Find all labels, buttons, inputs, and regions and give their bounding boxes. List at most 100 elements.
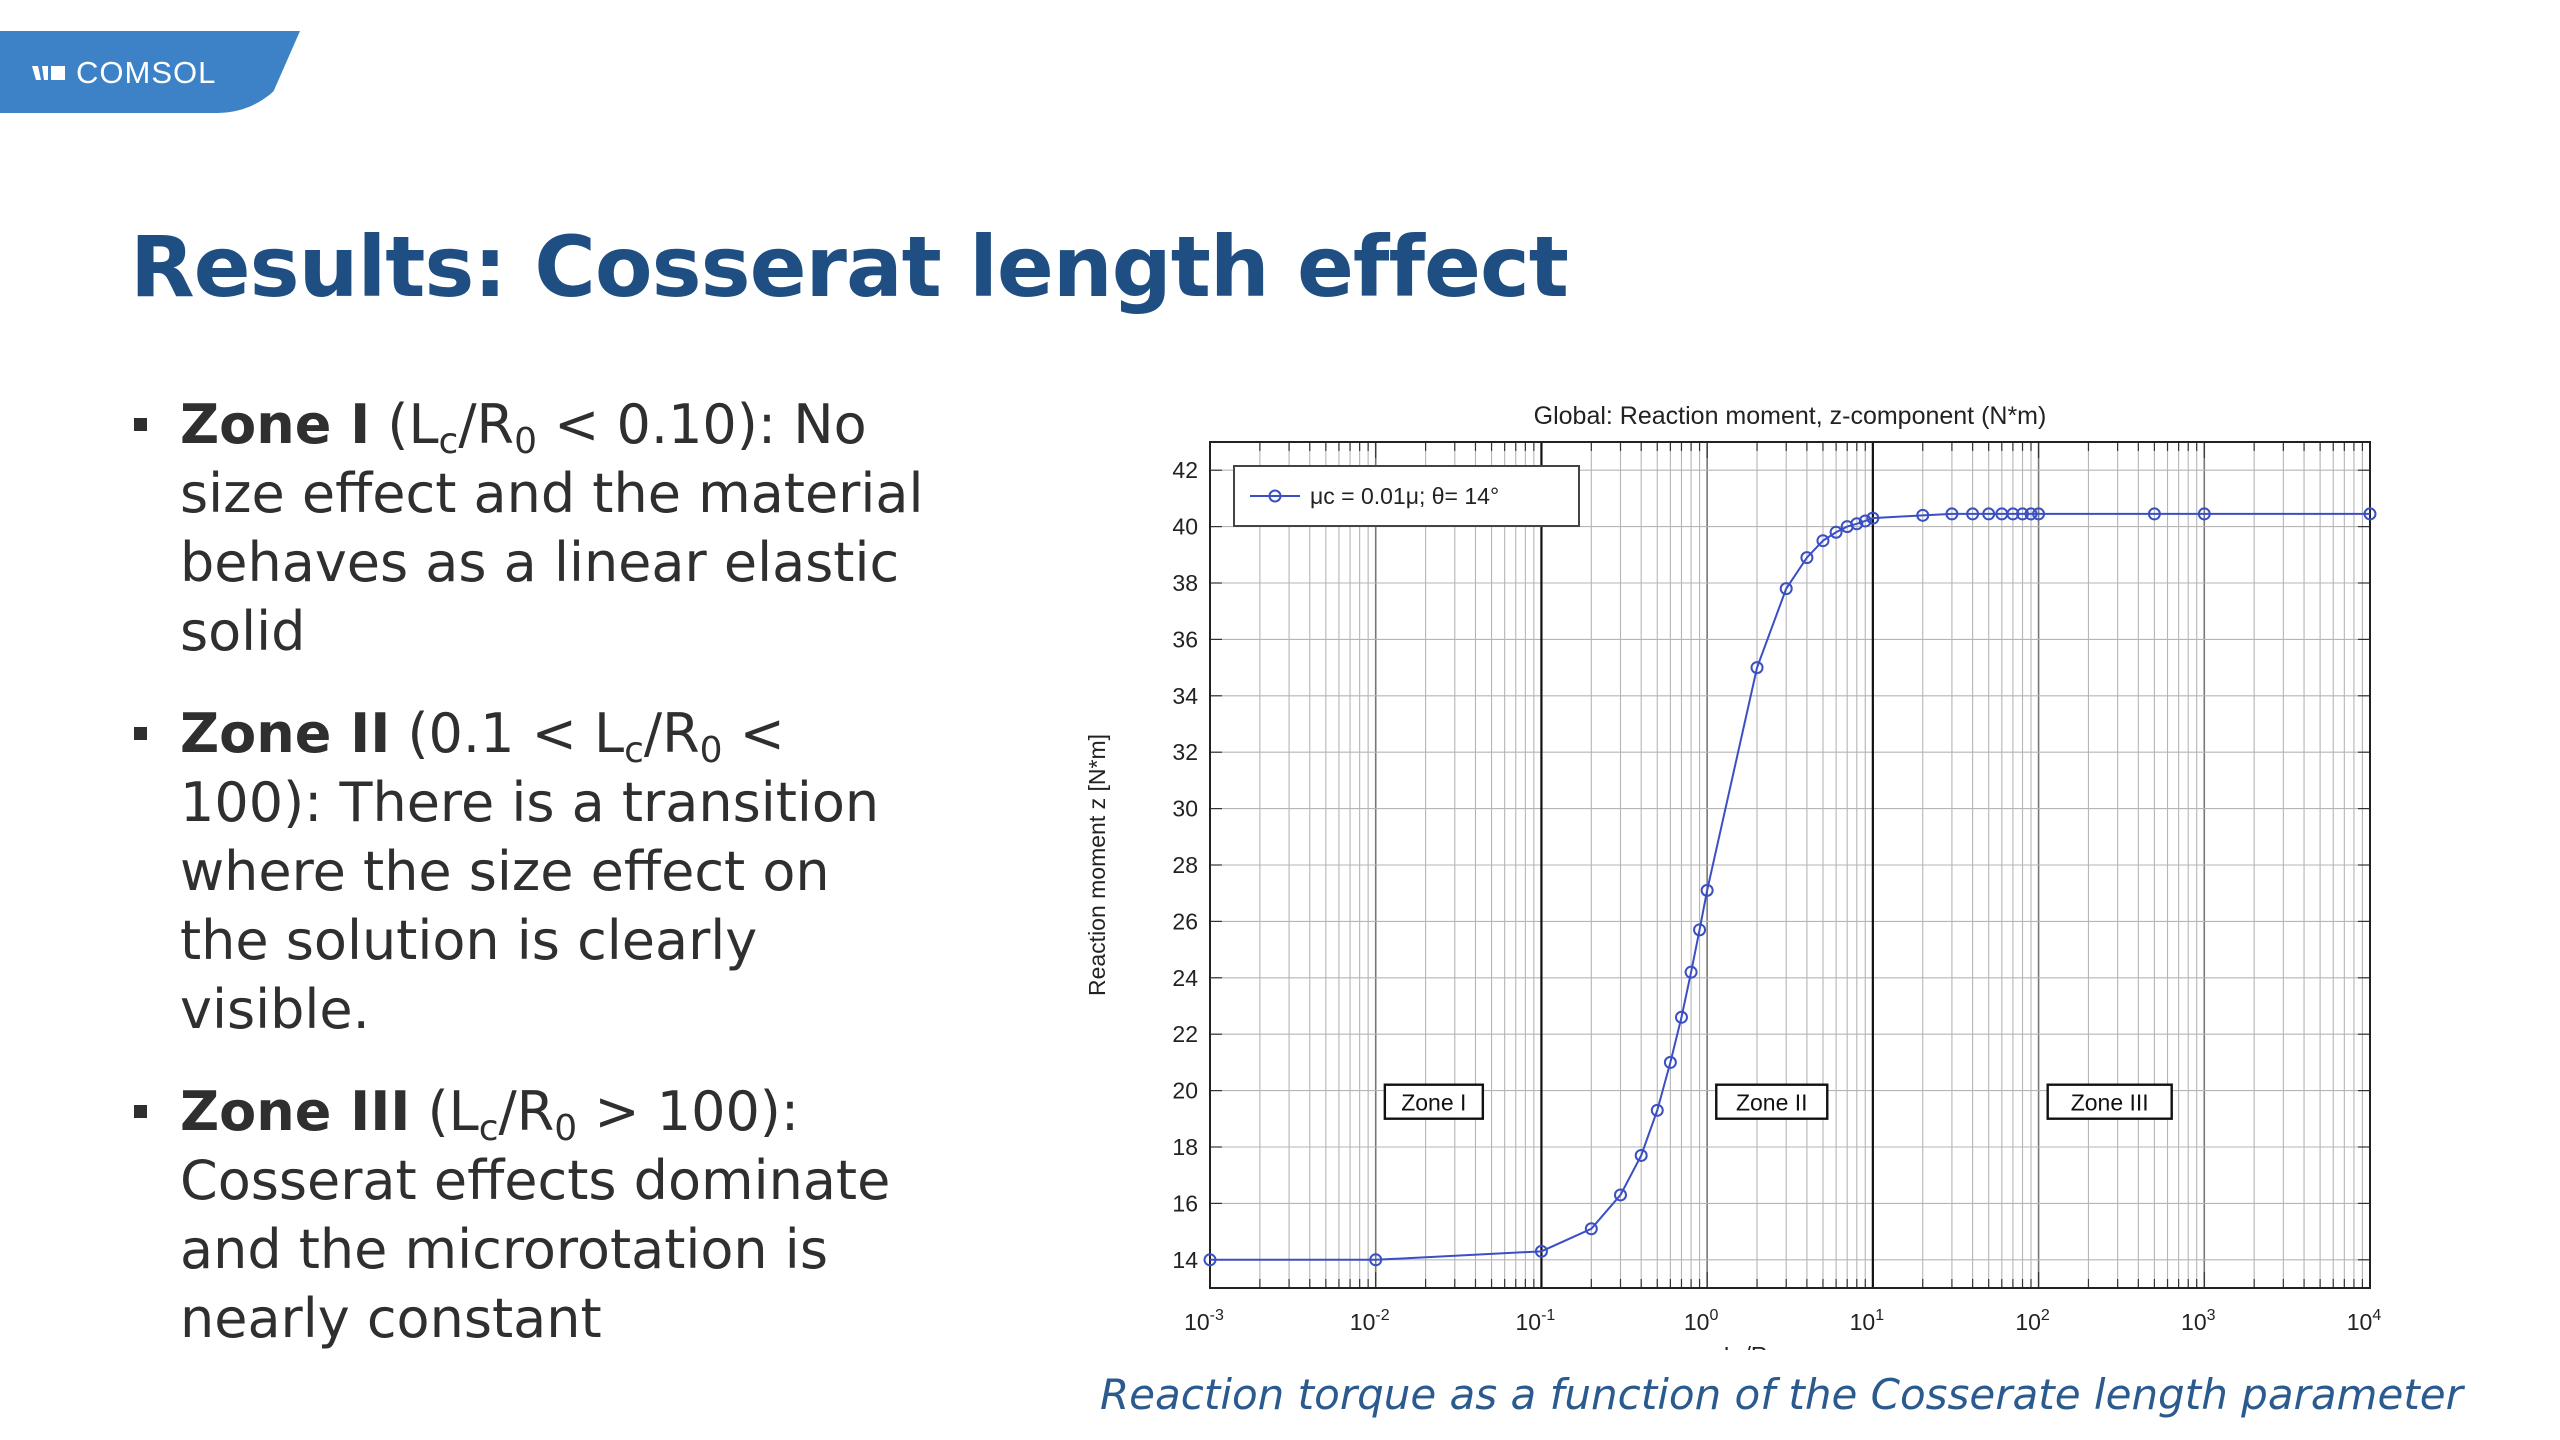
zone-label-text: Zone II bbox=[1736, 1090, 1808, 1116]
data-point bbox=[2006, 507, 2020, 521]
data-point bbox=[1693, 923, 1707, 937]
slide-title: Results: Cosserat length effect bbox=[130, 218, 1569, 316]
bullet-math-mid: /R bbox=[498, 1080, 555, 1143]
data-point bbox=[1945, 507, 1959, 521]
zone-label-box: Zone III bbox=[2046, 1083, 2173, 1120]
y-tick-label: 18 bbox=[1172, 1134, 1198, 1160]
chart-container: 14 16 18 20 22 24 26 28 30 32 34 36 38 40 42 10-3 10-2 10… bbox=[1060, 390, 2400, 1350]
bullet-sub: 0 bbox=[554, 1108, 578, 1149]
x-tick-label: 102 bbox=[2015, 1307, 2050, 1335]
bullet-math: (L bbox=[387, 393, 439, 456]
data-point bbox=[1982, 507, 1996, 521]
data-point bbox=[1663, 1055, 1677, 1069]
data-point bbox=[1203, 1253, 1217, 1267]
bullet-zone-2: Zone II (0.1 < Lc/R0 < 100): There is a … bbox=[130, 699, 930, 1044]
bullet-sub: 0 bbox=[699, 730, 723, 771]
bullet-sub: 0 bbox=[514, 421, 537, 462]
data-point bbox=[1634, 1148, 1648, 1162]
bullet-list: Zone I (Lc/R0 < 0.10): No size effect an… bbox=[130, 390, 930, 1386]
y-tick-label: 16 bbox=[1172, 1190, 1198, 1216]
x-tick-label: 10-2 bbox=[1350, 1307, 1390, 1335]
data-point bbox=[1674, 1010, 1688, 1024]
bullet-sub: c bbox=[624, 730, 644, 771]
data-point bbox=[1700, 883, 1714, 897]
y-tick-label: 40 bbox=[1172, 514, 1198, 540]
x-tick-label: 101 bbox=[1850, 1307, 1885, 1335]
bullet-math: (L bbox=[427, 1080, 479, 1143]
y-tick-label: 24 bbox=[1172, 965, 1198, 991]
y-tick-label: 30 bbox=[1172, 796, 1198, 822]
legend: μc = 0.01μ; θ= 14° bbox=[1233, 465, 1580, 527]
y-tick-label: 34 bbox=[1172, 683, 1198, 709]
y-tick-label: 22 bbox=[1172, 1021, 1198, 1047]
bullet-zone-3: Zone III (Lc/R0 > 100): Cosserat effects… bbox=[130, 1077, 930, 1353]
data-point bbox=[1779, 582, 1793, 596]
zone-label-frame bbox=[2046, 1083, 2173, 1120]
bullet-lead: Zone III bbox=[180, 1080, 411, 1143]
data-point bbox=[2016, 507, 2030, 521]
zone-label-box: Zone I bbox=[1383, 1083, 1485, 1120]
y-tick-label: 28 bbox=[1172, 852, 1198, 878]
bullet-math-mid: /R bbox=[643, 702, 700, 765]
bullet-marker bbox=[134, 727, 147, 740]
bullet-sub: c bbox=[478, 1108, 499, 1149]
data-point bbox=[1584, 1222, 1598, 1236]
y-tick-label: 14 bbox=[1172, 1247, 1198, 1273]
comsol-logo-icon bbox=[32, 66, 65, 80]
x-tick-label: 104 bbox=[2347, 1307, 2382, 1335]
zone-label-frame bbox=[1715, 1083, 1829, 1120]
bullet-text: > 100): Cosserat effects dominate and th… bbox=[180, 1080, 891, 1350]
data-point bbox=[1829, 525, 1843, 539]
y-tick-label: 26 bbox=[1172, 908, 1198, 934]
y-tick-label: 42 bbox=[1172, 457, 1198, 483]
zone-label-text: Zone I bbox=[1401, 1090, 1466, 1116]
x-tick-label: 10-3 bbox=[1184, 1307, 1224, 1335]
bullet-text: < 100): There is a transition where the … bbox=[180, 702, 880, 1041]
data-point bbox=[1369, 1253, 1383, 1267]
reaction-moment-chart: 14 16 18 20 22 24 26 28 30 32 34 36 38 40 42 10-3 10-2 10… bbox=[1084, 402, 2382, 1350]
data-point bbox=[1650, 1103, 1664, 1117]
zone-label-frame bbox=[1383, 1083, 1485, 1120]
brand-logo-tab: COMSOL bbox=[0, 31, 300, 113]
brand-logo-text: COMSOL bbox=[76, 55, 217, 90]
x-tick-label: 10-1 bbox=[1516, 1307, 1556, 1335]
data-point bbox=[1613, 1188, 1627, 1202]
chart-title: Global: Reaction moment, z-component (N*… bbox=[1534, 402, 2047, 430]
data-point bbox=[1966, 507, 1980, 521]
y-tick-label: 38 bbox=[1172, 570, 1198, 596]
data-point bbox=[1858, 514, 1872, 528]
plot-frame bbox=[1209, 441, 2371, 1289]
legend-label: μc = 0.01μ; θ= 14° bbox=[1310, 483, 1499, 509]
bullet-marker bbox=[134, 1105, 147, 1118]
data-point bbox=[1866, 511, 1880, 525]
data-point bbox=[1800, 551, 1814, 565]
zone-label-box: Zone II bbox=[1715, 1083, 1829, 1120]
bullet-lead: Zone I bbox=[180, 393, 371, 456]
data-point bbox=[1816, 534, 1830, 548]
bullet-sub: c bbox=[438, 421, 459, 462]
data-point bbox=[1684, 965, 1698, 979]
x-tick-label: 100 bbox=[1684, 1307, 1719, 1335]
data-point bbox=[2197, 507, 2211, 521]
data-point bbox=[2363, 507, 2377, 521]
y-tick-label: 36 bbox=[1172, 626, 1198, 652]
data-point bbox=[2147, 507, 2161, 521]
bullet-zone-1: Zone I (Lc/R0 < 0.10): No size effect an… bbox=[130, 390, 930, 666]
y-tick-label: 20 bbox=[1172, 1078, 1198, 1104]
data-point bbox=[1916, 508, 1930, 522]
data-point bbox=[1850, 517, 1864, 531]
bullet-marker bbox=[134, 418, 147, 431]
x-axis-label: Lc/R0 bbox=[1724, 1342, 1777, 1350]
data-point bbox=[1534, 1244, 1548, 1258]
bullet-text: < 0.10): No size effect and the material… bbox=[180, 393, 924, 663]
bullet-lead: Zone II bbox=[180, 702, 391, 765]
bullet-math: (0.1 < L bbox=[407, 702, 625, 765]
y-tick-label: 32 bbox=[1172, 739, 1198, 765]
y-axis-label: Reaction moment z [N*m] bbox=[1084, 734, 1110, 996]
data-point bbox=[2024, 507, 2038, 521]
figure-caption: Reaction torque as a function of the Cos… bbox=[1100, 1370, 2463, 1419]
bullet-math-mid: /R bbox=[458, 393, 515, 456]
zone-label-text: Zone III bbox=[2071, 1090, 2149, 1116]
x-tick-label: 103 bbox=[2181, 1307, 2216, 1335]
data-point bbox=[1750, 661, 1764, 675]
